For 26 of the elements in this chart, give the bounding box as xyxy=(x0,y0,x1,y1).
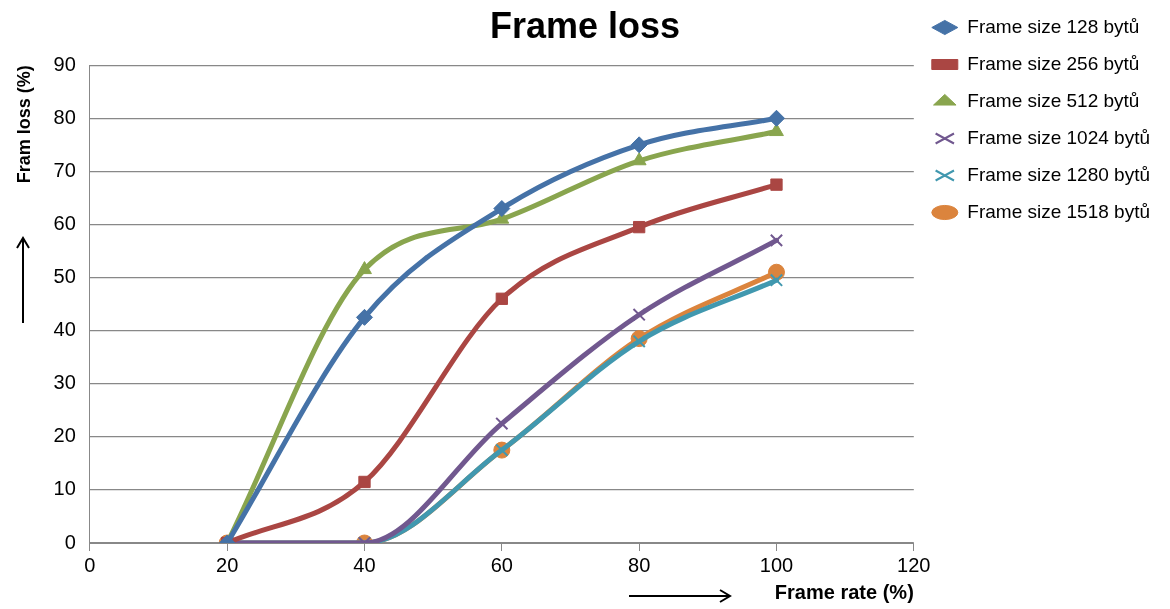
y-tick-label: 30 xyxy=(53,371,76,394)
y-tick-label: 80 xyxy=(53,105,76,128)
x-tick-label: 40 xyxy=(353,553,376,576)
y-tick-label: 90 xyxy=(53,52,76,75)
y-tick-label: 40 xyxy=(53,318,76,341)
x-tick-label: 20 xyxy=(216,553,239,576)
y-tick-label: 70 xyxy=(53,158,76,181)
legend-label: Frame size 128 bytů xyxy=(967,15,1140,37)
x-tick-label: 100 xyxy=(759,553,794,576)
legend-label: Frame size 256 bytů xyxy=(967,52,1140,74)
y-tick-label: 60 xyxy=(53,211,76,234)
y-tick-label: 20 xyxy=(53,424,76,447)
y-axis-title: Fram loss (%) xyxy=(13,65,34,184)
x-tick-label: 0 xyxy=(84,553,96,576)
y-tick-label: 50 xyxy=(53,265,76,288)
x-axis-title: Frame rate (%) xyxy=(774,580,914,603)
x-tick-label: 80 xyxy=(628,553,651,576)
x-tick-label: 60 xyxy=(490,553,513,576)
legend-label: Frame size 512 bytů xyxy=(967,89,1140,111)
legend-label: Frame size 1280 bytů xyxy=(967,163,1150,185)
legend-label: Frame size 1518 bytů xyxy=(967,200,1150,222)
chart-title: Frame loss xyxy=(489,4,681,46)
y-tick-label: 10 xyxy=(53,477,76,500)
legend-label: Frame size 1024 bytů xyxy=(967,126,1150,148)
y-tick-label: 0 xyxy=(64,530,76,553)
x-tick-label: 120 xyxy=(897,553,931,576)
